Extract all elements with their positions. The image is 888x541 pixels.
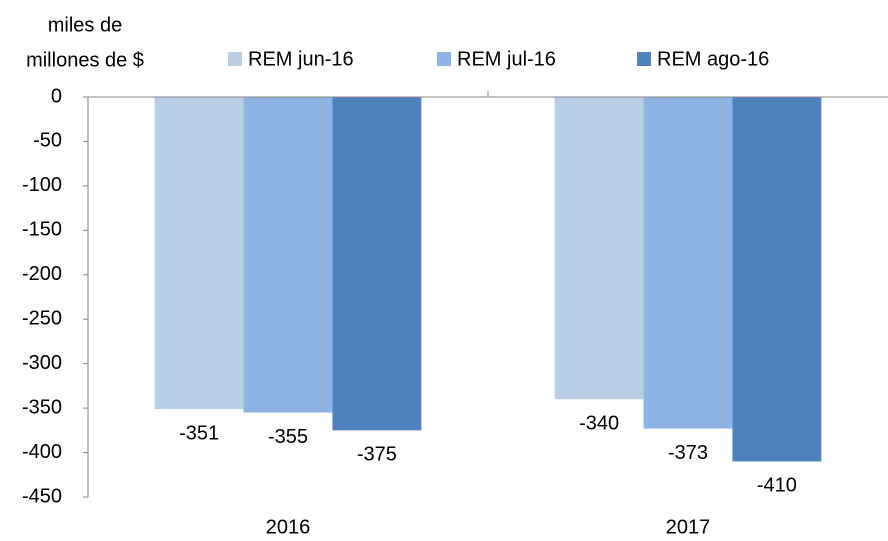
legend-swatch [637,52,651,66]
x-tick-label: 2016 [266,516,311,538]
legend-label: REM jun-16 [248,48,354,70]
data-label: -373 [668,442,708,464]
legend-label: REM jul-16 [457,48,556,70]
legend-swatch [437,52,451,66]
bar [243,97,333,413]
y-tick-label: -50 [33,130,62,152]
y-tick-label: -300 [22,352,62,374]
y-tick-label: -150 [22,219,62,241]
legend-label: REM ago-16 [657,48,769,70]
y-tick-label: -400 [22,441,62,463]
data-label: -375 [357,444,397,466]
y-tick-label: 0 [51,85,62,107]
data-label: -351 [179,422,219,444]
data-label: -355 [268,426,308,448]
bar [154,97,244,409]
y-axis-title: millones de $ [26,49,144,71]
data-label: -340 [579,413,619,435]
bar [643,97,733,429]
data-label: -410 [757,475,797,497]
x-tick-label: 2017 [666,516,711,538]
y-axis-title: miles de [48,14,122,36]
y-tick-label: -350 [22,396,62,418]
y-tick-label: -250 [22,308,62,330]
legend-swatch [228,52,242,66]
bar [332,97,422,431]
bar [554,97,644,400]
bar [732,97,822,462]
y-tick-label: -450 [22,485,62,507]
y-tick-label: -100 [22,174,62,196]
y-tick-label: -200 [22,263,62,285]
